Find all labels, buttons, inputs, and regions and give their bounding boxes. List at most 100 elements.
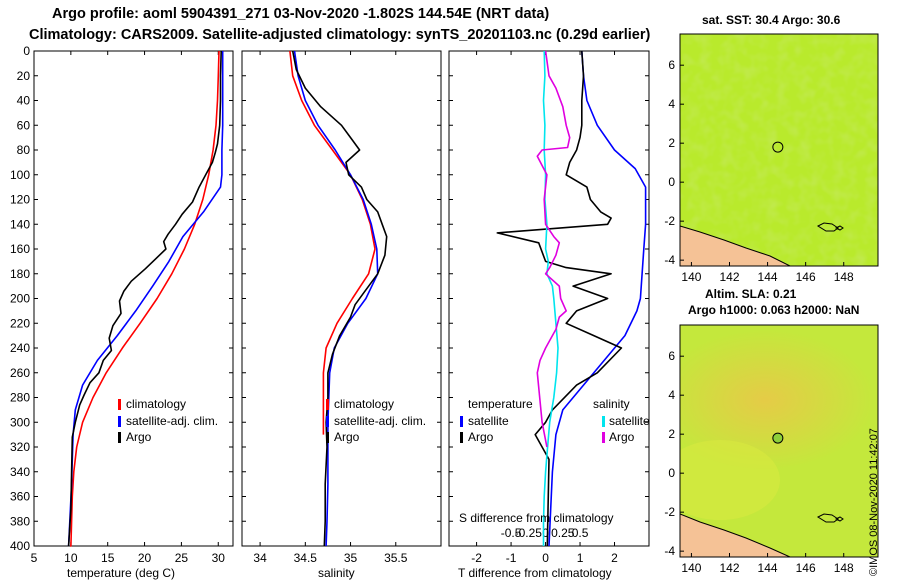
legend-label-sal-argo: Argo (609, 430, 635, 444)
temperature-axis-ticks: 5 10 15 20 25 30 (31, 51, 226, 565)
depth-tick-label: 20 (17, 69, 31, 83)
latitude-tick-label: 6 (668, 349, 675, 363)
x-tick-label: 5 (31, 551, 38, 565)
salinity-difference-axis-label: S difference from climatology (459, 511, 614, 525)
legend-marker-climatology (326, 399, 329, 410)
depth-tick-label: 60 (17, 118, 31, 132)
figure-title-line1: Argo profile: aoml 5904391_271 03-Nov-20… (52, 6, 550, 22)
legend-group-salinity: salinity (593, 397, 630, 411)
depth-tick-label: 140 (10, 217, 30, 231)
x-tick-label: 2 (611, 551, 618, 565)
depth-tick-label: 260 (10, 366, 30, 380)
depth-tick-label: 0 (23, 44, 30, 58)
latitude-tick-label: -2 (664, 214, 675, 228)
temperature-difference-axis-label: T difference from climatology (458, 566, 612, 580)
x-tick-label: 35 (344, 551, 358, 565)
latitude-tick-label: 0 (668, 466, 675, 480)
legend-marker-temp-argo (460, 432, 463, 443)
salinity-panel: 34 34.5 35 35.5 salinity climatology satell… (241, 50, 442, 580)
x-tick-label: 30 (212, 551, 226, 565)
legend-marker-climatology (118, 399, 121, 410)
sla-map: Altim. SLA: 0.21 Argo h1000: 0.063 h2000… (664, 287, 879, 575)
latitude-tick-label: 0 (668, 175, 675, 189)
temperature-legend: climatology satellite-adj. clim. Argo (118, 397, 218, 444)
series-line-salinity-argo (536, 50, 571, 448)
difference-legend: temperature satellite Argo salinity sate… (460, 397, 650, 444)
salinity-difference-tick-label: -0.25 (515, 526, 543, 540)
legend-marker-temp-satellite (460, 416, 463, 427)
sla-map-ticks: 140 142 144 146 148 6 4 2 0 -2 -4 (664, 349, 854, 575)
longitude-tick-label: 142 (719, 270, 739, 284)
series-line-salinity-satellite (542, 50, 559, 546)
series-line-satellite-adj-clim- (67, 51, 224, 547)
legend-label-climatology: climatology (126, 397, 186, 411)
series-line-argo (67, 50, 222, 547)
salinity-difference-tick-label: 0.5 (572, 526, 589, 540)
legend-label-climatology: climatology (334, 397, 394, 411)
longitude-tick-label: 146 (796, 561, 816, 575)
longitude-tick-label: 140 (681, 561, 701, 575)
longitude-tick-label: 142 (719, 561, 739, 575)
depth-tick-label: 80 (17, 143, 31, 157)
x-tick-label: 1 (577, 551, 584, 565)
depth-tick-label: 320 (10, 440, 30, 454)
sla-map-frame (679, 324, 879, 558)
x-tick-label: 10 (64, 551, 78, 565)
x-tick-label: 34.5 (294, 551, 318, 565)
legend-label-argo: Argo (126, 430, 152, 444)
series-line-argo (291, 50, 388, 547)
legend-marker-sal-satellite (602, 416, 605, 427)
salinity-difference-ticks: -0.5-0.25 0 0.250.5 (501, 526, 589, 540)
temperature-plot-frame (33, 50, 234, 547)
legend-marker-satellite (118, 416, 121, 427)
salinity-axis-label: salinity (318, 566, 355, 580)
salinity-legend: climatology satellite-adj. clim. Argo (326, 397, 426, 444)
longitude-tick-label: 144 (758, 561, 778, 575)
legend-marker-argo (118, 432, 121, 443)
latitude-tick-label: 2 (668, 427, 675, 441)
series-line-temperature-argo (496, 50, 623, 547)
sla-map-title-line1: Altim. SLA: 0.21 (705, 287, 797, 301)
legend-label-argo: Argo (334, 430, 360, 444)
x-tick-label: -1 (506, 551, 517, 565)
sla-map-title-line2: Argo h1000: 0.063 h2000: NaN (688, 303, 859, 317)
depth-tick-label: 280 (10, 391, 30, 405)
depth-tick-label: 300 (10, 415, 30, 429)
x-tick-label: -2 (471, 551, 482, 565)
latitude-tick-label: -4 (664, 544, 675, 558)
latitude-tick-label: 2 (668, 136, 675, 150)
figure-title-line2: Climatology: CARS2009. Satellite-adjuste… (29, 27, 651, 43)
longitude-tick-label: 140 (681, 270, 701, 284)
sla-high-region (680, 330, 875, 470)
legend-marker-sal-argo (602, 432, 605, 443)
land-new-guinea (680, 226, 790, 266)
legend-marker-argo (326, 432, 329, 443)
depth-tick-label: 120 (10, 193, 30, 207)
salinity-axis-ticks: 34 34.5 35 35.5 (253, 51, 408, 565)
legend-label-temp-argo: Argo (468, 430, 494, 444)
latitude-tick-label: -4 (664, 253, 675, 267)
x-tick-label: 35.5 (384, 551, 408, 565)
temperature-panel: 0 20 40 60 80 100 120 140 160 180 200 220 240 260 280 3… (10, 44, 234, 580)
depth-tick-label: 380 (10, 514, 30, 528)
latitude-tick-label: 4 (668, 97, 675, 111)
islands (816, 222, 844, 232)
islands (816, 513, 844, 523)
salinity-depth-ticks (242, 50, 441, 547)
depth-tick-label: 100 (10, 168, 30, 182)
legend-marker-satellite (326, 416, 329, 427)
depth-tick-label: 200 (10, 292, 30, 306)
legend-label-sal-satellite: satellite (609, 414, 650, 428)
depth-tick-label: 220 (10, 316, 30, 330)
sst-map-frame (679, 33, 879, 267)
longitude-tick-label: 148 (834, 270, 854, 284)
imos-timestamp: ©IMOS 08-Nov-2020 11:42:07 (868, 428, 880, 576)
difference-panel: -2 -1 0 1 2 -0.5-0.25 0 0.250.5 T difference f… (448, 50, 650, 580)
depth-tick-label: 340 (10, 465, 30, 479)
x-tick-label: 34 (253, 551, 267, 565)
latitude-tick-label: -2 (664, 505, 675, 519)
legend-label-satellite: satellite-adj. clim. (334, 414, 426, 428)
longitude-tick-label: 146 (796, 270, 816, 284)
sst-field-texture (680, 34, 878, 266)
x-tick-label: 25 (175, 551, 189, 565)
